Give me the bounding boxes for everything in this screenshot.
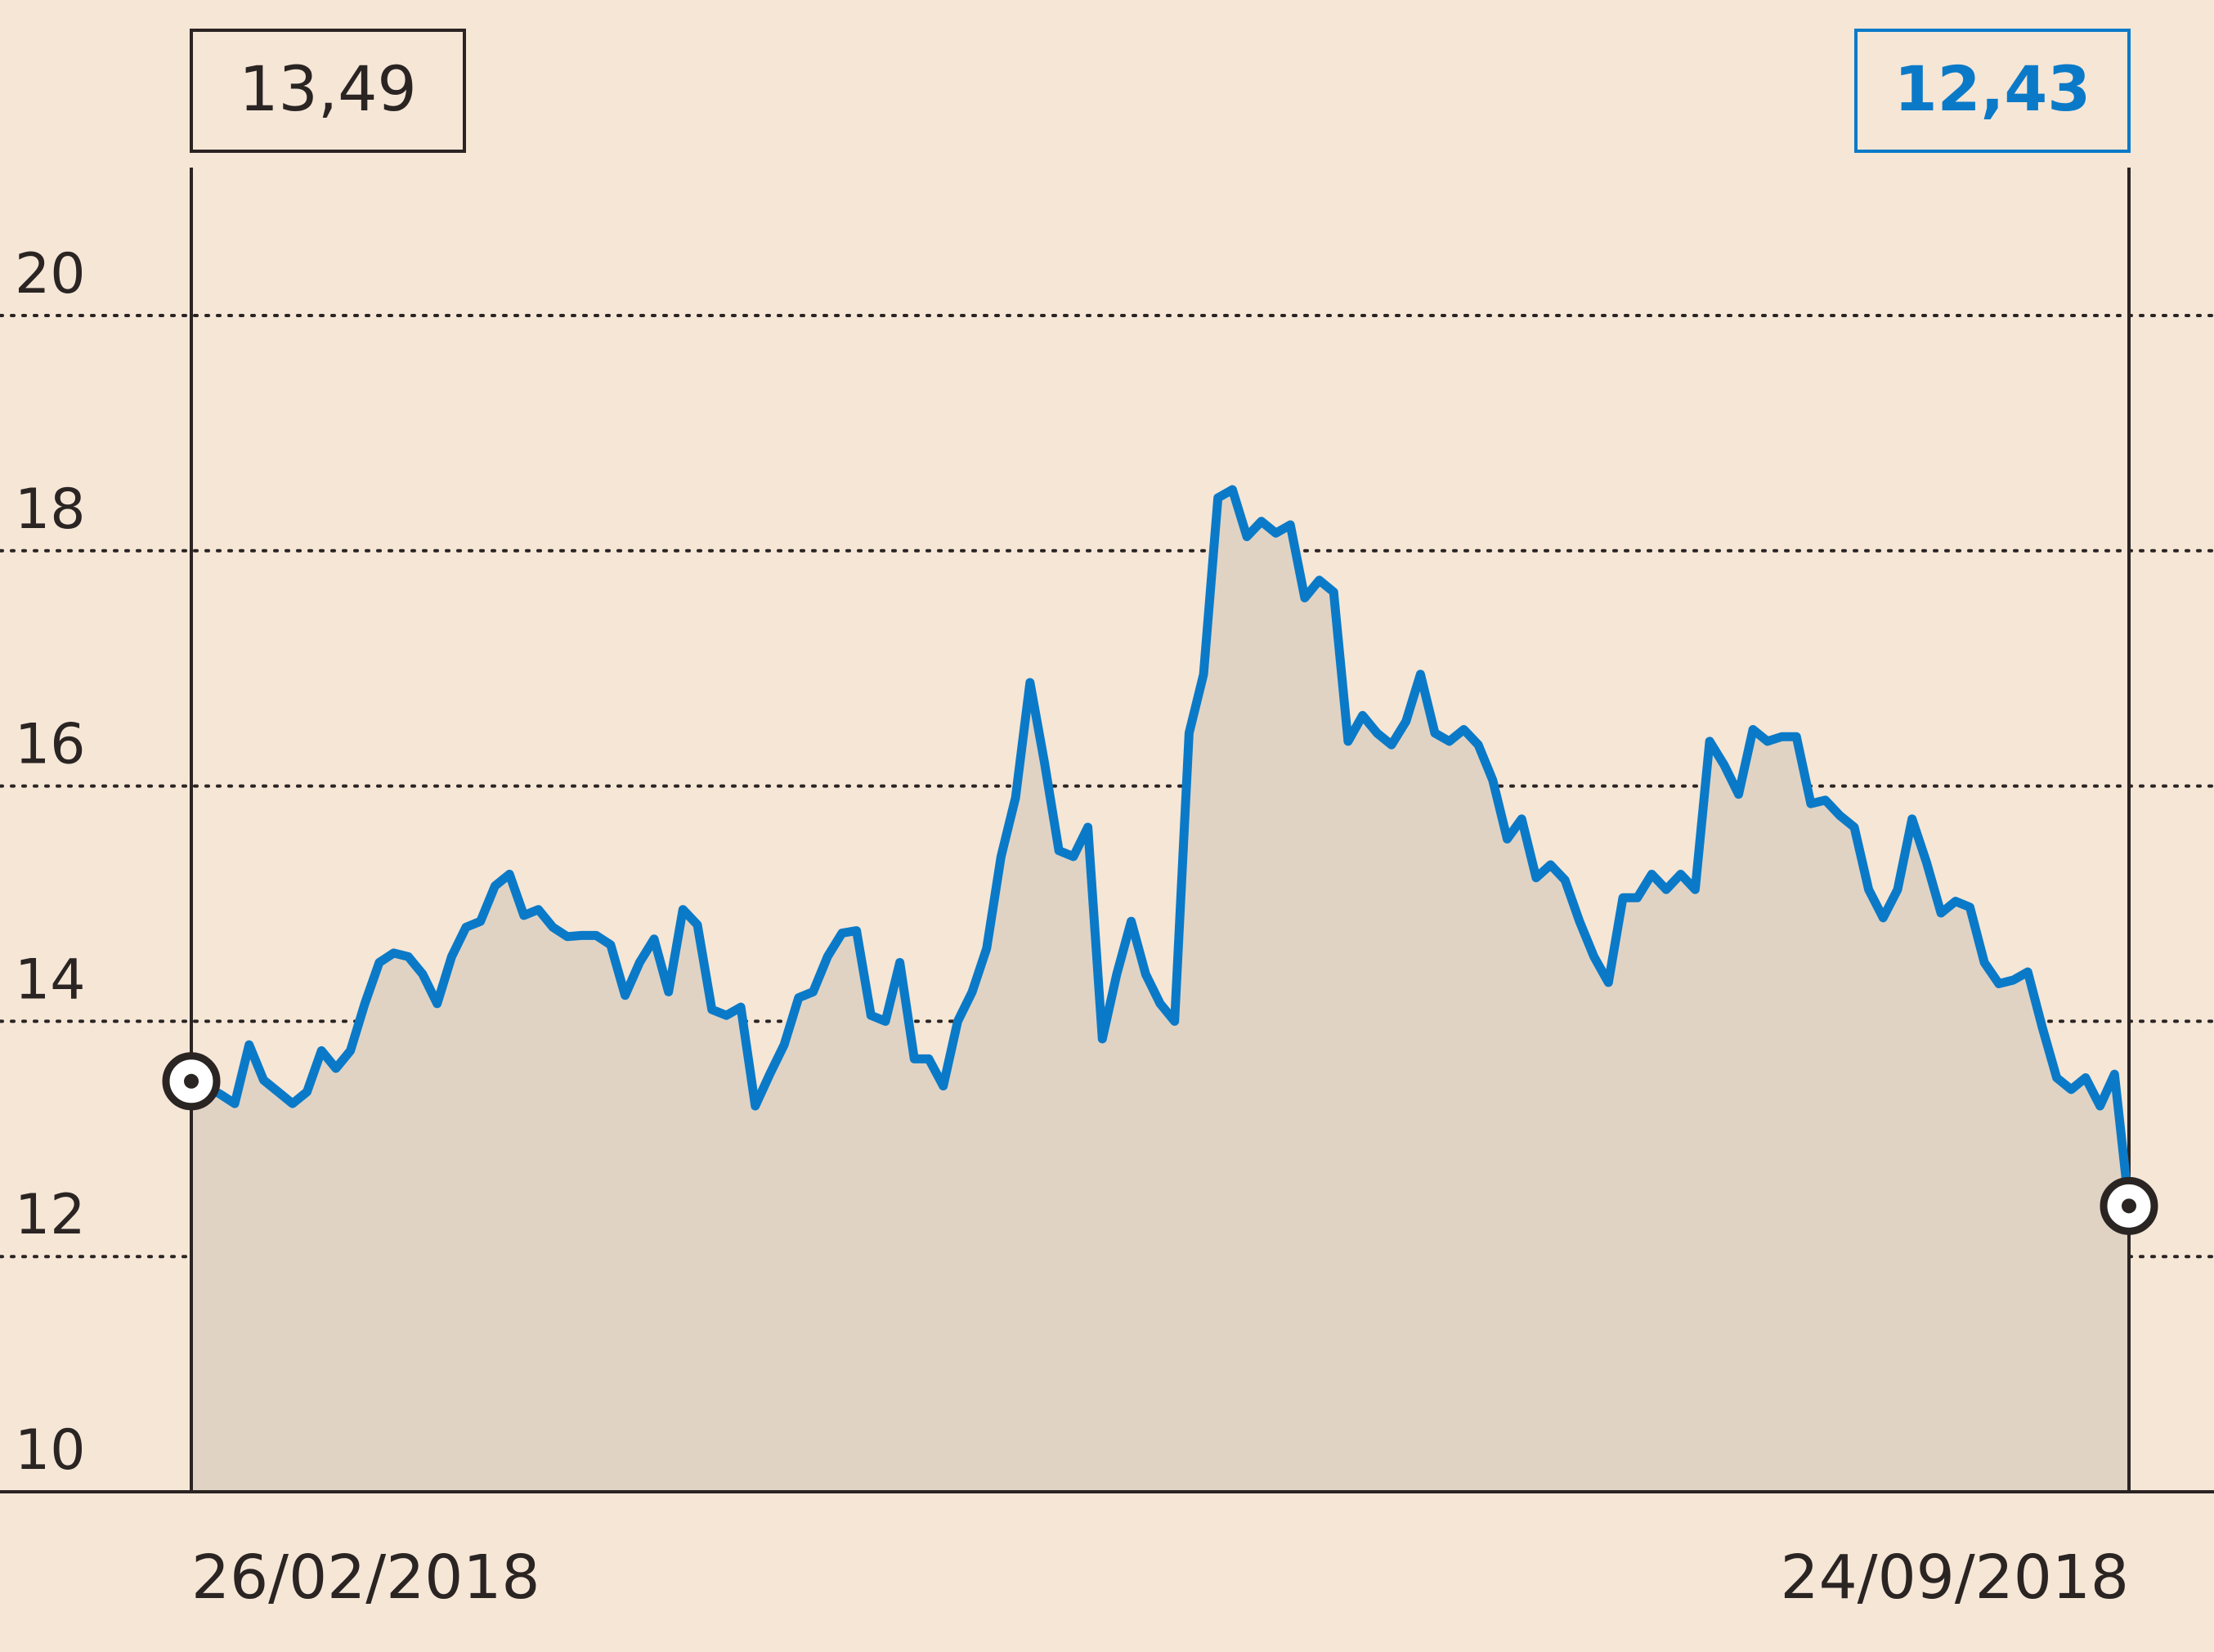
x-label-start: 26/02/2018 [191,1542,540,1613]
start-value-label: 13,49 [239,52,417,125]
y-tick-label: 14 [15,947,86,1012]
y-tick-label: 12 [15,1183,86,1247]
end-value-box: 12,43 [1854,29,2131,153]
start-point-marker [162,1052,221,1111]
y-tick-label: 18 [15,477,86,542]
series-area [191,490,2129,1492]
end-point-marker [2100,1176,2158,1235]
y-tick-label: 20 [15,242,86,307]
series-line [186,485,2134,1211]
start-value-box: 13,49 [190,29,466,153]
end-value-label: 12,43 [1894,52,2091,125]
y-tick-label: 10 [15,1418,86,1483]
x-label-end: 24/09/2018 [1780,1542,2129,1613]
y-tick-label: 16 [15,713,86,777]
y-axis-tick-labels: 10 12 14 16 18 20 [15,242,86,1483]
